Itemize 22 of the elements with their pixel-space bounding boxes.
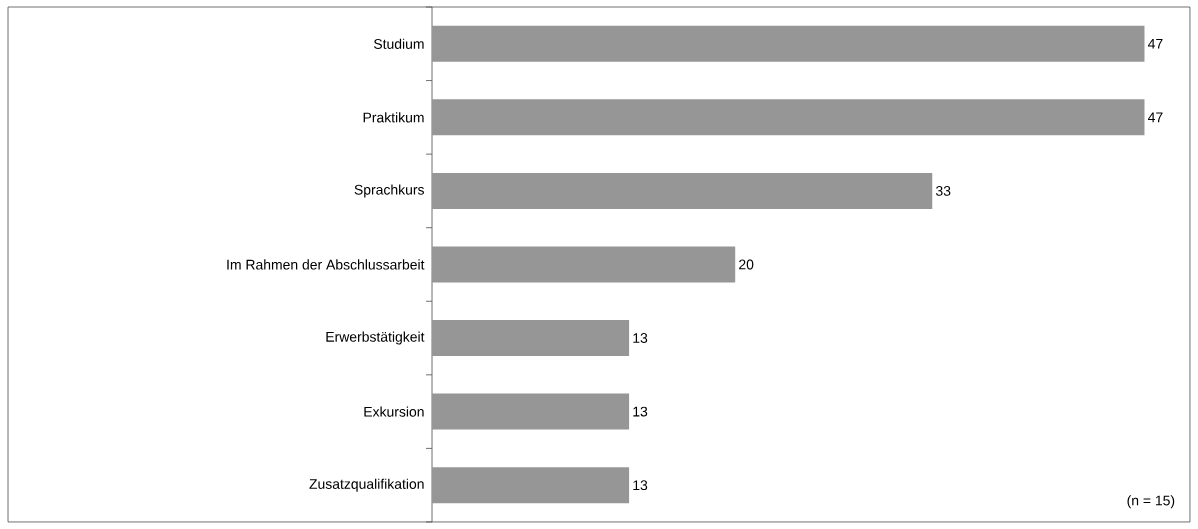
bar — [432, 25, 1145, 62]
y-tick-label: Sprachkurs — [354, 184, 424, 198]
y-tick-label: Praktikum — [363, 112, 424, 123]
y-tick-label: Exkursion — [364, 406, 424, 417]
y-tick-label: Studium — [373, 38, 424, 49]
data-label: 20 — [739, 259, 754, 270]
data-label: 13 — [633, 406, 648, 417]
data-label: 13 — [633, 480, 648, 491]
data-label: 33 — [936, 185, 951, 196]
bar — [432, 467, 630, 504]
bar — [432, 320, 630, 357]
data-label: 47 — [1148, 112, 1163, 123]
bar — [432, 99, 1145, 136]
bar — [432, 172, 933, 209]
bar — [432, 393, 630, 430]
annotation: (n = 15) — [1127, 495, 1175, 509]
data-label: 47 — [1148, 39, 1163, 49]
y-tick-label: Erwerbstätigkeit — [326, 331, 425, 345]
y-tick-label: Zusatzqualifikation — [309, 478, 424, 492]
data-label: 13 — [633, 333, 648, 343]
bar — [432, 246, 736, 283]
y-tick-label: Im Rahmen der Abschlussarbeit — [227, 259, 425, 270]
